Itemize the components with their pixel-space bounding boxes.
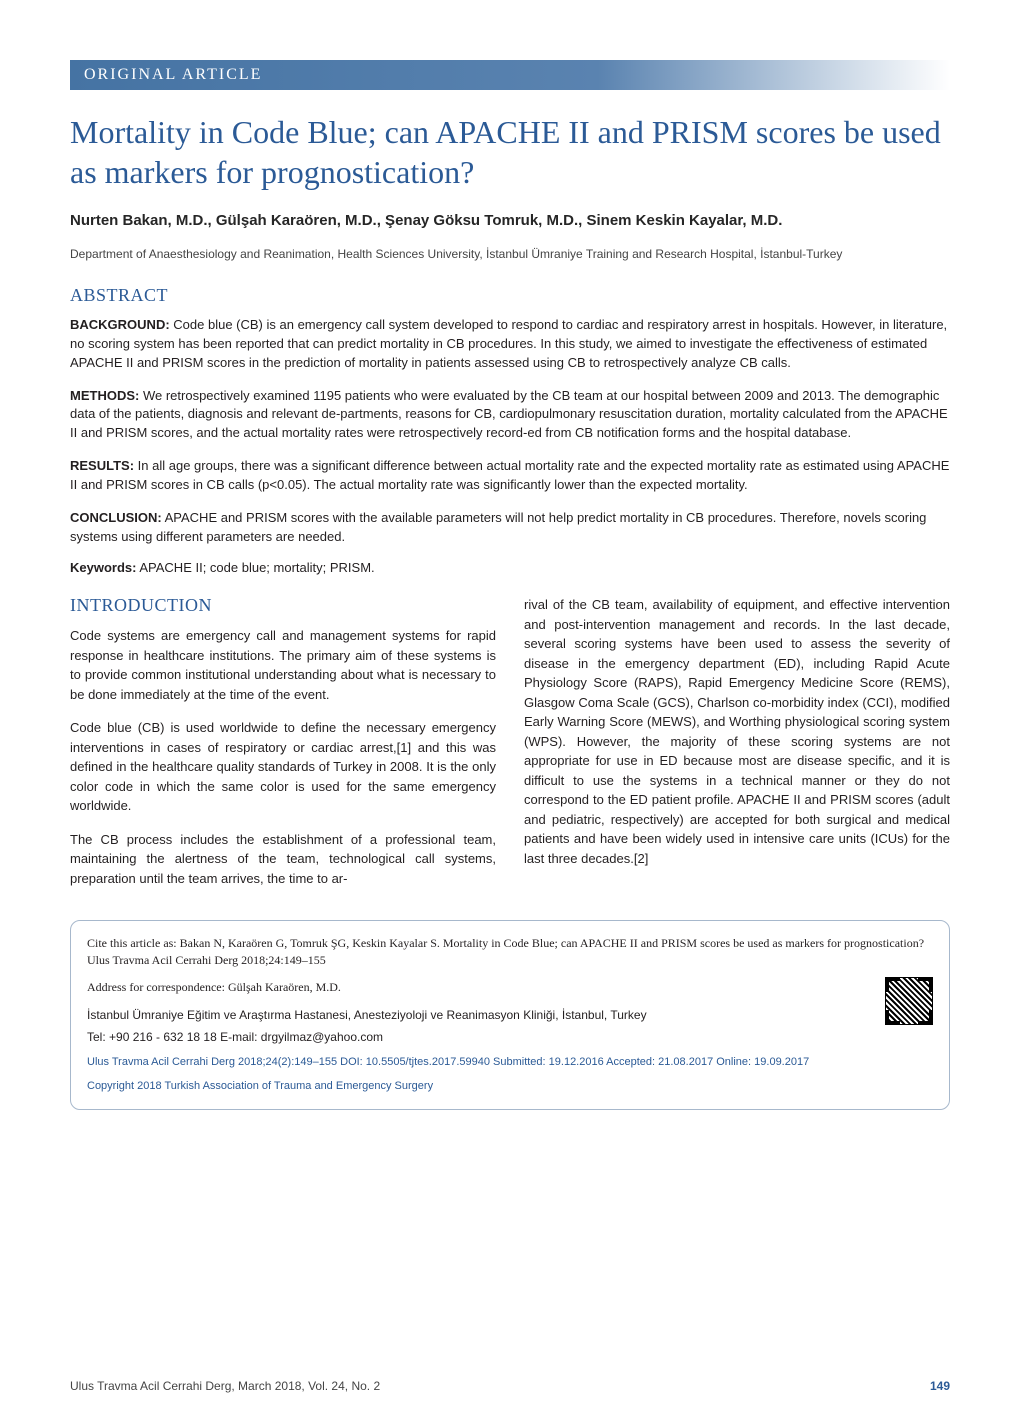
article-type-bar: ORIGINAL ARTICLE [70, 60, 950, 90]
abstract-methods-label: METHODS: [70, 388, 139, 403]
abstract-results: RESULTS: In all age groups, there was a … [70, 457, 950, 495]
intro-p4: rival of the CB team, availability of eq… [524, 595, 950, 868]
tel-email: Tel: +90 216 - 632 18 18 E-mail: drgyilm… [87, 1028, 933, 1046]
abstract-conclusion: CONCLUSION: APACHE and PRISM scores with… [70, 509, 950, 547]
page-footer: Ulus Travma Acil Cerrahi Derg, March 201… [70, 1379, 950, 1393]
article-title: Mortality in Code Blue; can APACHE II an… [70, 112, 950, 192]
body-columns: INTRODUCTION Code systems are emergency … [70, 595, 950, 902]
journal-footer: Ulus Travma Acil Cerrahi Derg, March 201… [70, 1379, 380, 1393]
abstract-background-label: BACKGROUND: [70, 317, 170, 332]
addr-line: İstanbul Ümraniye Eğitim ve Araştırma Ha… [87, 1006, 933, 1024]
cite-meta-2: Copyright 2018 Turkish Association of Tr… [87, 1078, 933, 1095]
intro-p1: Code systems are emergency call and mana… [70, 626, 496, 704]
keywords: Keywords: APACHE II; code blue; mortalit… [70, 560, 950, 575]
left-column: INTRODUCTION Code systems are emergency … [70, 595, 496, 902]
cite-line: Cite this article as: Bakan N, Karaören … [87, 935, 933, 969]
correspondence: Address for correspondence: Gülşah Karaö… [87, 979, 933, 996]
intro-p2: Code blue (CB) is used worldwide to defi… [70, 718, 496, 816]
abstract-heading: ABSTRACT [70, 285, 950, 306]
cite-text: Bakan N, Karaören G, Tomruk ŞG, Keskin K… [87, 936, 924, 967]
abstract-results-label: RESULTS: [70, 458, 134, 473]
affiliation: Department of Anaesthesiology and Reanim… [70, 247, 950, 261]
abstract-background-text: Code blue (CB) is an emergency call syst… [70, 317, 947, 370]
intro-p3: The CB process includes the establishmen… [70, 830, 496, 889]
abstract-conclusion-text: APACHE and PRISM scores with the availab… [70, 510, 926, 544]
article-type: ORIGINAL ARTICLE [84, 66, 262, 83]
keywords-text: APACHE II; code blue; mortality; PRISM. [136, 560, 374, 575]
abstract-conclusion-label: CONCLUSION: [70, 510, 162, 525]
keywords-label: Keywords: [70, 560, 136, 575]
abstract-methods-text: We retrospectively examined 1195 patient… [70, 388, 948, 441]
abstract-background: BACKGROUND: Code blue (CB) is an emergen… [70, 316, 950, 373]
page-number: 149 [930, 1379, 950, 1393]
introduction-heading: INTRODUCTION [70, 595, 496, 616]
abstract-results-text: In all age groups, there was a significa… [70, 458, 949, 492]
cite-meta-1: Ulus Travma Acil Cerrahi Derg 2018;24(2)… [87, 1054, 933, 1071]
qr-code-icon [885, 977, 933, 1025]
cite-label: Cite this article as: [87, 936, 180, 950]
addr-name: Gülşah Karaören, M.D. [228, 980, 341, 994]
authors: Nurten Bakan, M.D., Gülşah Karaören, M.D… [70, 212, 950, 229]
abstract-methods: METHODS: We retrospectively examined 119… [70, 387, 950, 444]
citation-box: Cite this article as: Bakan N, Karaören … [70, 920, 950, 1109]
addr-label: Address for correspondence: [87, 980, 228, 994]
right-column: rival of the CB team, availability of eq… [524, 595, 950, 902]
